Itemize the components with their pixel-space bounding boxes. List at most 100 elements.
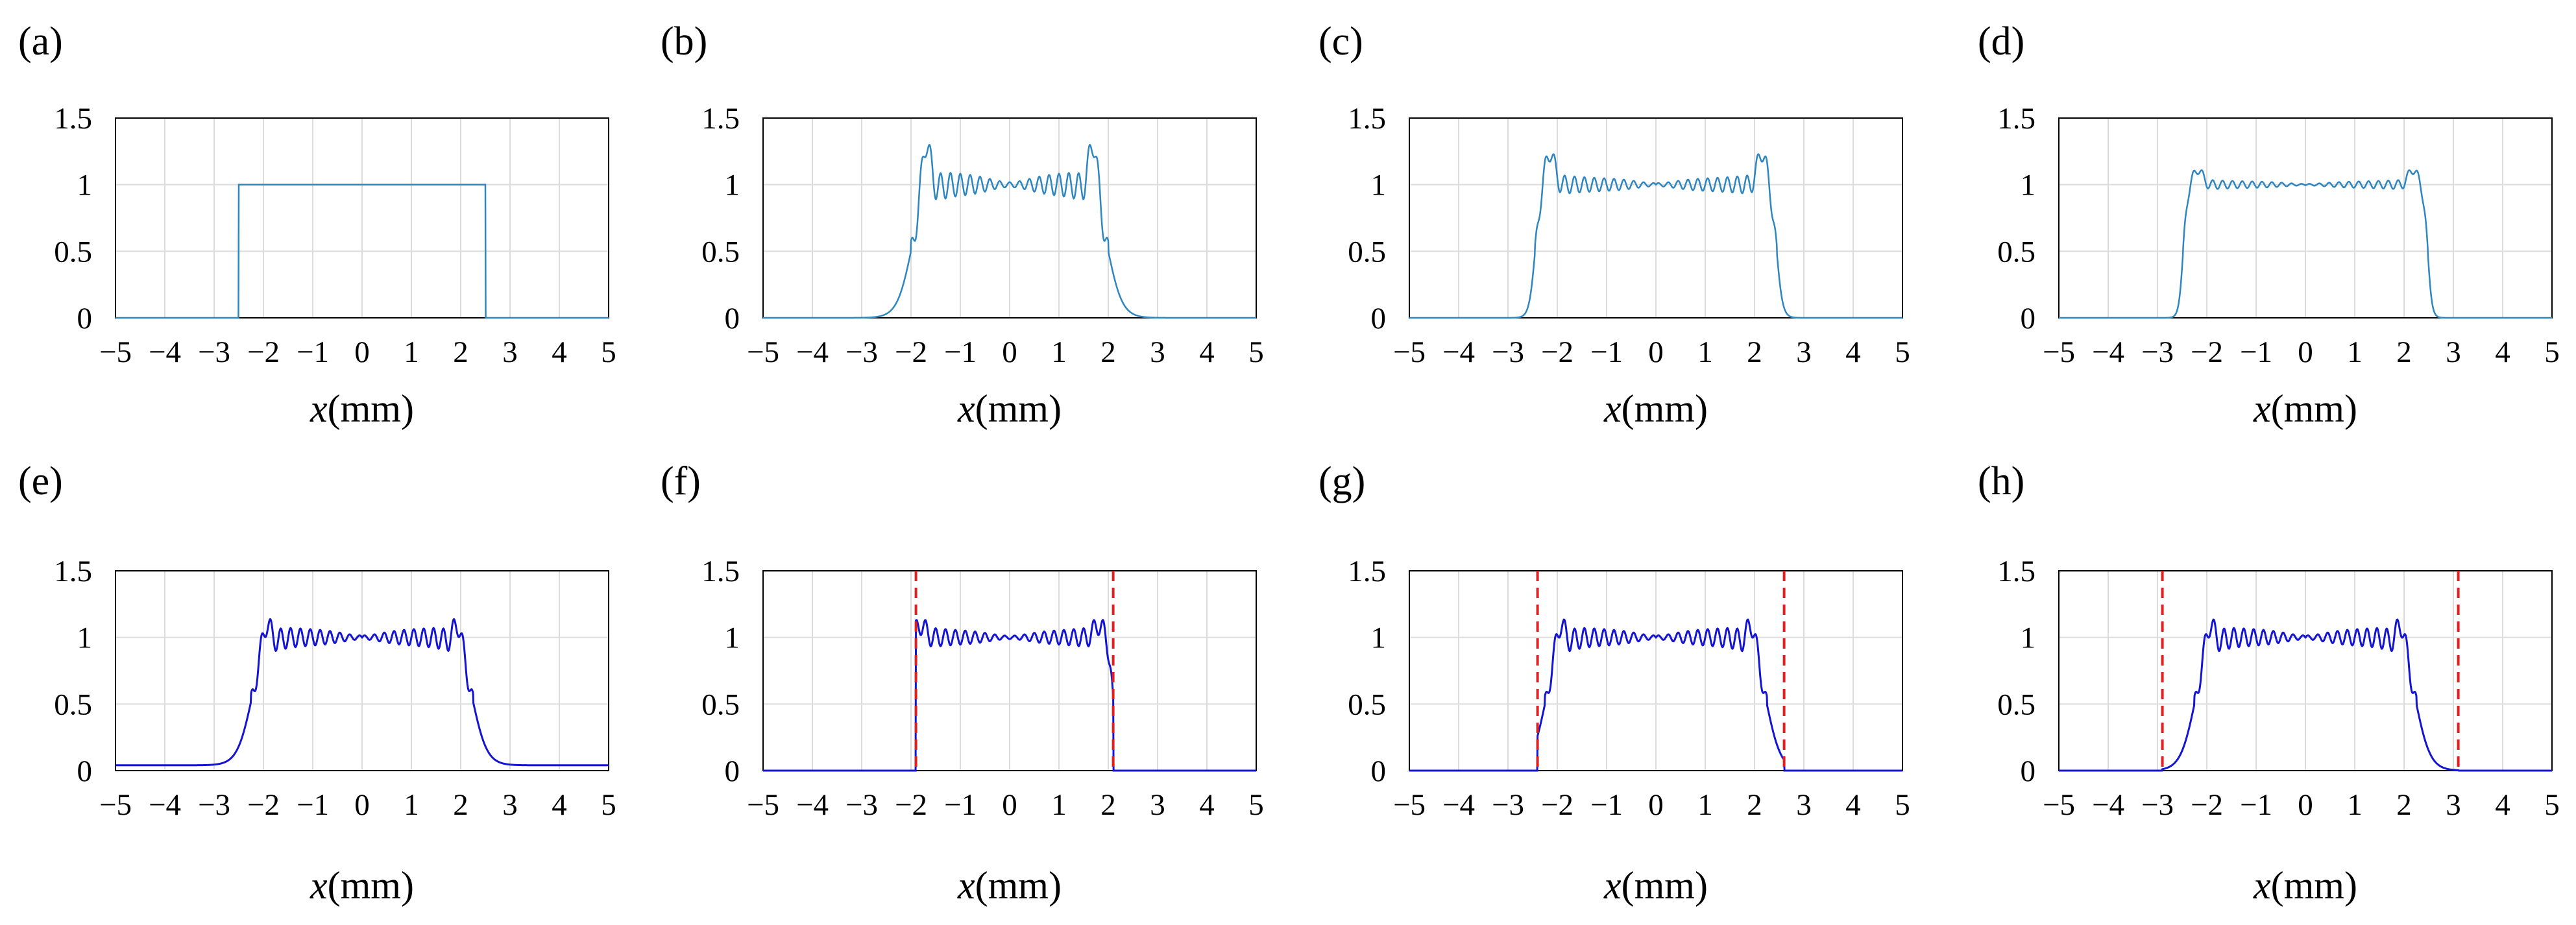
panel-f: (f)−5 −4 −3 −2 −1 0 1 2 3 4 500.511.5x(mm) xyxy=(661,459,1264,907)
x-axis-label-unit: (mm) xyxy=(1622,864,1708,907)
panel-a: (a)−5 −4 −3 −2 −1 0 1 2 3 4 500.511.5x(mm) xyxy=(18,19,616,430)
x-tick-label: 5 xyxy=(1248,335,1264,369)
x-tick-label: −4 xyxy=(796,335,829,369)
y-tick-label: 1 xyxy=(1371,621,1387,655)
y-tick-label: 1.5 xyxy=(1348,555,1386,588)
y-tick-label: 1.5 xyxy=(54,102,92,136)
plot-frame xyxy=(762,570,1257,771)
x-tick-label: 2 xyxy=(2396,788,2412,822)
x-tick-label: 0 xyxy=(1648,335,1664,369)
panel-g: (g)−5 −4 −3 −2 −1 0 1 2 3 4 500.511.5x(mm) xyxy=(1318,459,1910,907)
y-tick-label: 0.5 xyxy=(54,688,92,721)
panel-label: (d) xyxy=(1978,19,2024,64)
x-tick-label: 2 xyxy=(1747,788,1762,822)
panel-label: (a) xyxy=(18,19,63,64)
x-tick-label: 1 xyxy=(1697,335,1713,369)
x-axis-label: x(mm) xyxy=(957,864,1062,907)
y-tick-label: 1.5 xyxy=(54,555,92,588)
x-tick-label: −1 xyxy=(297,335,329,369)
x-tick-label: −5 xyxy=(2043,788,2075,822)
y-tick-label: 1.5 xyxy=(701,102,740,136)
plot-frame xyxy=(1409,570,1903,771)
x-tick-label: −2 xyxy=(1541,335,1574,369)
y-tick-label: 1 xyxy=(2021,169,2036,202)
x-tick-label: −2 xyxy=(2191,788,2223,822)
x-tick-label: 0 xyxy=(1648,788,1664,822)
x-axis-label-var: x xyxy=(2253,387,2271,430)
x-tick-label: 1 xyxy=(404,335,419,369)
x-tick-label: −3 xyxy=(198,788,230,822)
x-tick-label: 5 xyxy=(601,788,616,822)
panel-label: (h) xyxy=(1978,459,2024,503)
x-tick-label: 0 xyxy=(354,788,370,822)
y-tick-label: 0 xyxy=(725,754,740,788)
intensity-curve xyxy=(763,619,1256,772)
x-axis-label-unit: (mm) xyxy=(975,387,1062,430)
x-tick-label: −3 xyxy=(198,335,230,369)
x-tick-label: −3 xyxy=(1492,788,1524,822)
x-tick-label: 4 xyxy=(1199,335,1215,369)
x-axis-label-var: x xyxy=(1603,864,1622,907)
x-tick-label: 2 xyxy=(453,788,468,822)
y-tick-label: 1.5 xyxy=(1997,555,2035,588)
x-tick-label: −1 xyxy=(2240,335,2272,369)
x-tick-label: −4 xyxy=(2092,788,2124,822)
x-tick-label: −3 xyxy=(845,335,878,369)
x-axis-label-var: x xyxy=(2253,864,2271,907)
y-tick-label: 0 xyxy=(77,302,93,335)
panel-d: (d)−5 −4 −3 −2 −1 0 1 2 3 4 500.511.5x(mm) xyxy=(1978,19,2560,430)
x-tick-label: 1 xyxy=(2347,788,2363,822)
x-tick-label: 3 xyxy=(1150,788,1165,822)
x-tick-label: −5 xyxy=(99,788,132,822)
x-tick-label: 3 xyxy=(2446,788,2461,822)
x-tick-label: 2 xyxy=(2396,335,2412,369)
x-tick-label: −1 xyxy=(1590,335,1623,369)
y-tick-label: 0.5 xyxy=(54,235,92,269)
x-tick-label: −2 xyxy=(895,788,927,822)
x-tick-label: −5 xyxy=(2043,335,2075,369)
plot-frame xyxy=(2058,570,2553,771)
intensity-curve xyxy=(2059,169,2552,319)
x-axis-label-unit: (mm) xyxy=(975,864,1062,907)
x-tick-label: −2 xyxy=(2191,335,2223,369)
x-tick-label: −4 xyxy=(2092,335,2124,369)
x-axis-label: x(mm) xyxy=(310,864,414,907)
x-axis-label-var: x xyxy=(957,864,975,907)
x-tick-label: 3 xyxy=(502,335,518,369)
x-tick-label: 0 xyxy=(2298,788,2313,822)
x-axis-label: x(mm) xyxy=(2253,387,2357,430)
plot-frame xyxy=(2058,117,2553,318)
x-tick-label: 4 xyxy=(1199,788,1215,822)
panel-label: (e) xyxy=(18,459,63,503)
x-axis-label-var: x xyxy=(310,387,328,430)
y-tick-label: 0 xyxy=(2021,754,2036,788)
x-tick-label: −4 xyxy=(1442,335,1475,369)
x-tick-label: 3 xyxy=(1150,335,1165,369)
x-tick-label: −1 xyxy=(944,335,977,369)
panel-b: (b)−5 −4 −3 −2 −1 0 1 2 3 4 500.511.5x(mm) xyxy=(661,19,1264,430)
intensity-curve xyxy=(1409,618,1902,772)
x-tick-label: −3 xyxy=(1492,335,1524,369)
x-tick-label: −2 xyxy=(247,788,280,822)
x-axis-label: x(mm) xyxy=(1603,387,1708,430)
x-tick-label: −3 xyxy=(2141,788,2174,822)
plot-frame xyxy=(115,570,609,771)
x-tick-label: −1 xyxy=(1590,788,1623,822)
panel-label: (b) xyxy=(661,19,707,64)
x-tick-label: −2 xyxy=(895,335,927,369)
x-tick-label: −1 xyxy=(2240,788,2272,822)
x-axis-label-unit: (mm) xyxy=(1622,387,1708,430)
panel-label: (g) xyxy=(1318,459,1365,503)
x-tick-label: −1 xyxy=(297,788,329,822)
intensity-curve xyxy=(2059,618,2552,772)
x-tick-label: 1 xyxy=(404,788,419,822)
x-tick-label: 5 xyxy=(1248,788,1264,822)
x-tick-label: 3 xyxy=(1796,335,1812,369)
x-tick-label: 4 xyxy=(552,788,567,822)
plot-frame xyxy=(762,117,1257,318)
x-tick-label: 4 xyxy=(2495,788,2510,822)
x-tick-label: 3 xyxy=(1796,788,1812,822)
x-tick-label: 4 xyxy=(1845,335,1861,369)
x-tick-label: 3 xyxy=(502,788,518,822)
y-tick-label: 0.5 xyxy=(701,688,740,721)
